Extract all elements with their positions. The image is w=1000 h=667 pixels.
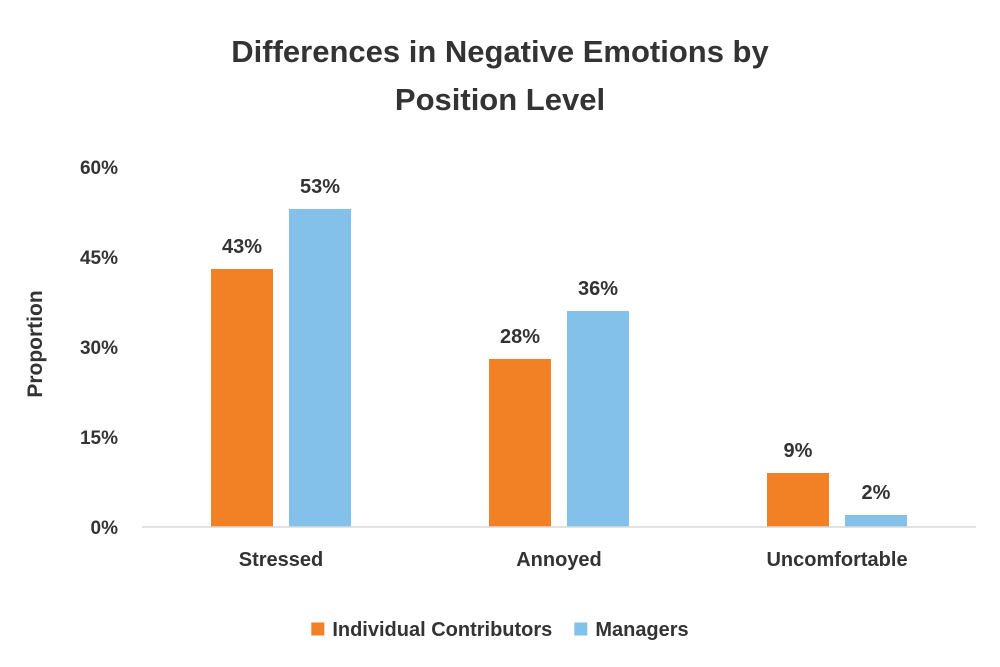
y-tick-label: 0% (91, 518, 119, 539)
y-tick-label: 45% (80, 248, 118, 269)
x-category-uncomfortable: Uncomfortable (766, 549, 907, 571)
bar-individual-contributors-annoyed (489, 359, 551, 527)
legend-item-managers: Managers (574, 619, 689, 641)
bar-managers-stressed (289, 209, 351, 527)
bar-managers-uncomfortable (845, 515, 907, 527)
x-category-stressed: Stressed (239, 549, 324, 571)
legend-swatch-individual-contributors (311, 622, 325, 636)
data-label-managers-stressed: 53% (300, 176, 340, 198)
y-axis-ticks: 0% 15% 30% 45% 60% (80, 158, 118, 539)
legend-label-managers: Managers (595, 619, 688, 641)
data-label-individual-contributors-uncomfortable: 9% (784, 440, 813, 462)
bar-individual-contributors-stressed (211, 269, 273, 527)
y-tick-label: 30% (80, 338, 118, 359)
legend-swatch-managers (574, 622, 588, 636)
data-label-individual-contributors-annoyed: 28% (500, 326, 540, 348)
x-category-annoyed: Annoyed (516, 549, 602, 571)
data-label-managers-uncomfortable: 2% (862, 482, 891, 504)
legend-item-individual-contributors: Individual Contributors (311, 619, 552, 641)
data-label-managers-annoyed: 36% (578, 278, 618, 300)
data-label-individual-contributors-stressed: 43% (222, 236, 262, 258)
y-tick-label: 15% (80, 428, 118, 449)
bar-managers-annoyed (567, 311, 629, 527)
bar-individual-contributors-uncomfortable (767, 473, 829, 527)
chart-title-line-2: Position Level (395, 82, 605, 117)
chart-title-line-1: Differences in Negative Emotions by (231, 34, 769, 69)
y-axis-label: Proportion (24, 290, 47, 397)
legend-label-individual-contributors: Individual Contributors (332, 619, 552, 641)
legend: Individual Contributors Managers (311, 619, 689, 641)
bars-group: 43% 53% 28% 36% 9% 2% (211, 176, 907, 527)
y-tick-label: 60% (80, 158, 118, 179)
x-axis-categories: Stressed Annoyed Uncomfortable (239, 549, 908, 571)
